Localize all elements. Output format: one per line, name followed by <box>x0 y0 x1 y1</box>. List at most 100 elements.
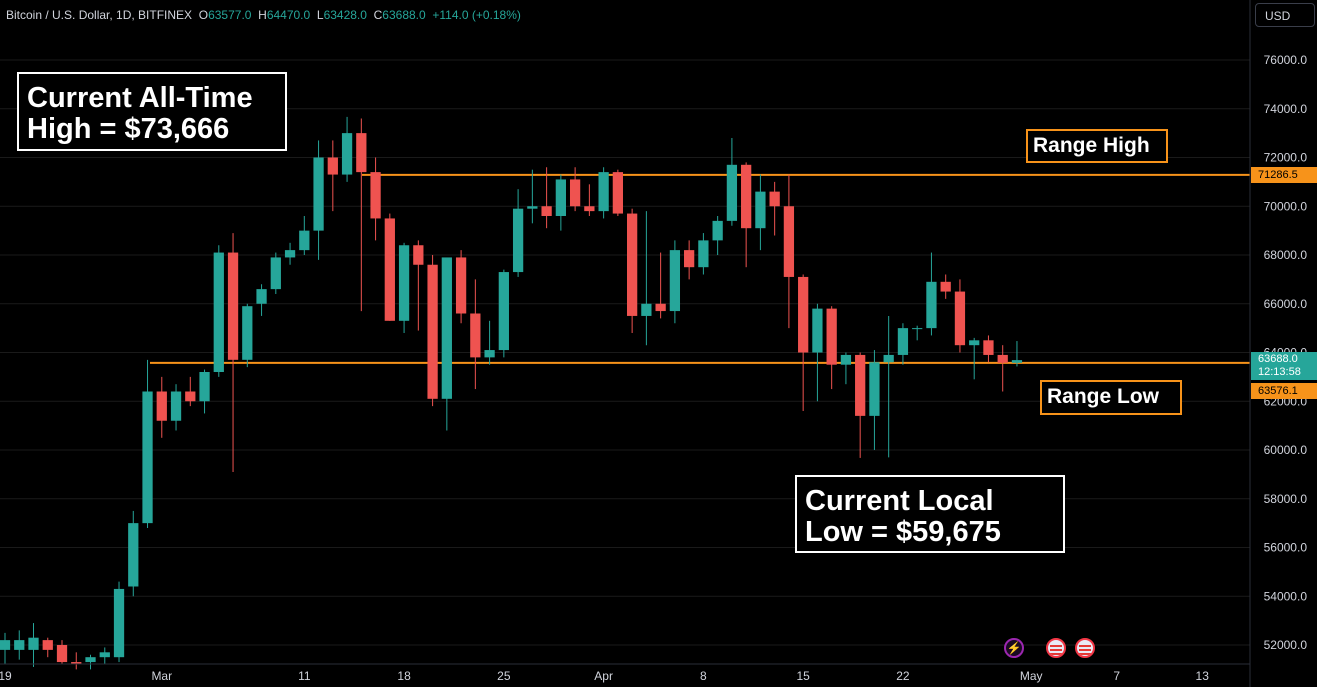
candle <box>199 369 210 414</box>
candle-body <box>256 289 267 304</box>
local-low-annotation[interactable]: Current Local Low = $59,675 <box>795 475 1065 553</box>
candle <box>113 581 125 663</box>
candle <box>341 116 353 182</box>
candle-body <box>470 313 481 358</box>
candle <box>85 654 96 670</box>
candle-body <box>42 640 53 650</box>
candle <box>227 233 239 472</box>
candle-body <box>712 220 723 241</box>
time-tick-label: 15 <box>796 669 810 683</box>
candle <box>569 167 581 212</box>
candle <box>769 181 780 236</box>
candle <box>655 252 666 319</box>
candle-body <box>413 245 424 265</box>
time-tick-label: 22 <box>896 669 910 683</box>
candle-body <box>926 281 937 329</box>
candle <box>883 315 894 458</box>
candle <box>869 350 880 450</box>
price-tick-label: 58000.0 <box>1264 492 1308 506</box>
candle <box>555 174 566 231</box>
candle <box>14 630 25 660</box>
candle <box>242 303 253 368</box>
range-low-label[interactable]: Range Low <box>1040 380 1182 415</box>
candle-body <box>28 637 39 650</box>
candle-body <box>655 303 666 312</box>
candle <box>413 240 424 331</box>
candle <box>954 279 966 353</box>
range-high-text: Range High <box>1033 134 1150 157</box>
close-value: 63688.0 <box>382 8 426 22</box>
candle-body <box>541 206 552 216</box>
range-high-label[interactable]: Range High <box>1026 129 1168 163</box>
candle-body <box>527 206 538 209</box>
candle-body <box>99 652 110 658</box>
symbol-title: Bitcoin / U.S. Dollar, 1D, BITFINEX <box>6 8 193 22</box>
candle <box>56 640 68 665</box>
candle <box>1011 341 1023 367</box>
price-axis[interactable]: 76000.0 74000.0 72000.0 70000.0 68000.0 66000… <box>1249 0 1308 687</box>
candle <box>527 169 538 224</box>
candle <box>612 169 624 216</box>
us-flag-icon[interactable] <box>1046 638 1066 658</box>
candle <box>584 184 595 216</box>
candle-body <box>156 391 167 421</box>
candle-body <box>213 252 224 372</box>
candle-body <box>598 172 609 212</box>
candle-body <box>769 191 780 207</box>
time-tick-label: 11 <box>298 669 311 683</box>
price-tick-label: 66000.0 <box>1264 297 1308 311</box>
candle-body <box>783 206 795 277</box>
candle <box>855 352 866 458</box>
ath-line-2: High = $73,666 <box>27 113 230 145</box>
candle-body <box>384 218 395 321</box>
price-tick-label: 54000.0 <box>1264 589 1308 603</box>
candle-body <box>684 250 695 268</box>
low-value: 63428.0 <box>323 8 367 22</box>
open-label: O <box>198 8 209 22</box>
price-tick-label: 52000.0 <box>1264 638 1308 652</box>
price-tick-label: 60000.0 <box>1264 443 1308 457</box>
candle-body <box>969 340 980 346</box>
candle <box>484 320 495 365</box>
lightning-icon[interactable]: ⚡ <box>1004 638 1024 658</box>
close-label: C <box>373 8 383 22</box>
candle-body <box>1011 360 1023 363</box>
candle-body <box>441 257 452 399</box>
candle-body <box>128 523 139 587</box>
candle-body <box>370 172 381 219</box>
low-label: L <box>316 8 324 22</box>
candle-body <box>313 157 324 231</box>
candle-body <box>185 391 196 402</box>
currency-button[interactable]: USD <box>1255 3 1315 27</box>
last-price-value: 63688.0 <box>1258 353 1298 365</box>
candle <box>0 632 11 665</box>
candle-body <box>498 272 509 351</box>
candle <box>156 376 167 438</box>
candle-body <box>855 354 866 416</box>
candle <box>541 167 552 229</box>
candle-body <box>897 328 909 355</box>
candle <box>441 257 452 431</box>
candle <box>969 337 980 380</box>
candle <box>99 647 110 665</box>
candle-body <box>299 230 310 251</box>
time-tick-label: 13 <box>1196 669 1210 683</box>
us-flag-icon[interactable] <box>1075 638 1095 658</box>
candle-body <box>56 645 68 663</box>
candle <box>812 303 823 402</box>
candle-body <box>997 354 1008 363</box>
candle-body <box>455 257 467 314</box>
symbol-legend: Bitcoin / U.S. Dollar, 1D, BITFINEX O635… <box>6 8 521 22</box>
candle-body <box>940 281 951 292</box>
time-axis[interactable]: 19 Mar 11 18 25 Apr 8 15 22 May 7 13 <box>0 663 1250 683</box>
candle <box>641 211 652 346</box>
all-time-high-annotation[interactable]: Current All-Time High = $73,666 <box>17 72 287 151</box>
last-price-tag: 63688.0 12:13:58 <box>1251 352 1317 380</box>
time-tick-label: 7 <box>1113 669 1120 683</box>
candle-body <box>270 257 281 290</box>
candle <box>256 284 267 316</box>
candle <box>669 240 681 324</box>
candle <box>185 376 196 407</box>
candle-body <box>569 179 581 207</box>
price-tick-label: 68000.0 <box>1264 248 1308 262</box>
